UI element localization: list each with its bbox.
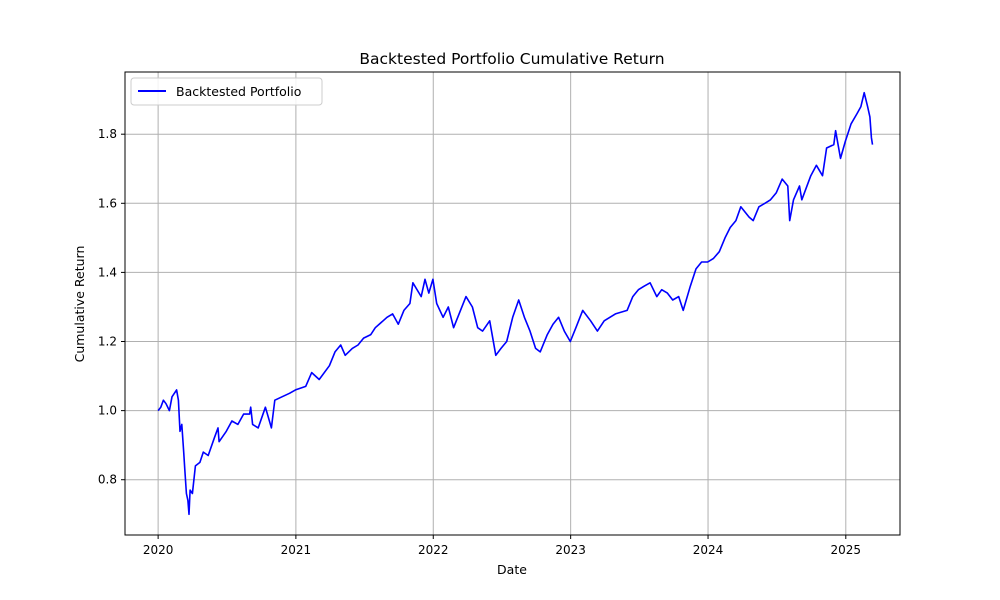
plot-area-frame — [124, 71, 901, 536]
x-tick-label: 2021 — [281, 543, 312, 557]
legend-label: Backtested Portfolio — [176, 84, 301, 99]
x-axis-label: Date — [497, 562, 527, 577]
y-axis: 0.8 1.0 1.2 1.4 1.6 1.8 — [98, 127, 125, 487]
legend-box — [130, 77, 323, 106]
x-tick-label: 2023 — [555, 543, 586, 557]
y-tick-label: 1.6 — [98, 196, 117, 210]
y-tick-label: 1.2 — [98, 335, 117, 349]
grid — [125, 72, 900, 535]
series-line — [157, 91, 874, 516]
y-tick-label: 0.8 — [98, 473, 117, 487]
x-tick-label: 2024 — [693, 543, 724, 557]
series-layer — [157, 91, 874, 516]
x-axis: 2020 2021 2022 2023 2024 2025 — [143, 535, 861, 557]
x-tick-label: 2025 — [831, 543, 862, 557]
x-tick-label: 2020 — [143, 543, 174, 557]
y-tick-label: 1.4 — [98, 265, 117, 279]
x-tick-label: 2022 — [418, 543, 449, 557]
y-axis-label: Cumulative Return — [72, 246, 87, 363]
y-tick-label: 1.8 — [98, 127, 117, 141]
y-tick-label: 1.0 — [98, 404, 117, 418]
chart-title: Backtested Portfolio Cumulative Return — [359, 50, 664, 68]
legend: Backtested Portfolio — [130, 77, 323, 106]
